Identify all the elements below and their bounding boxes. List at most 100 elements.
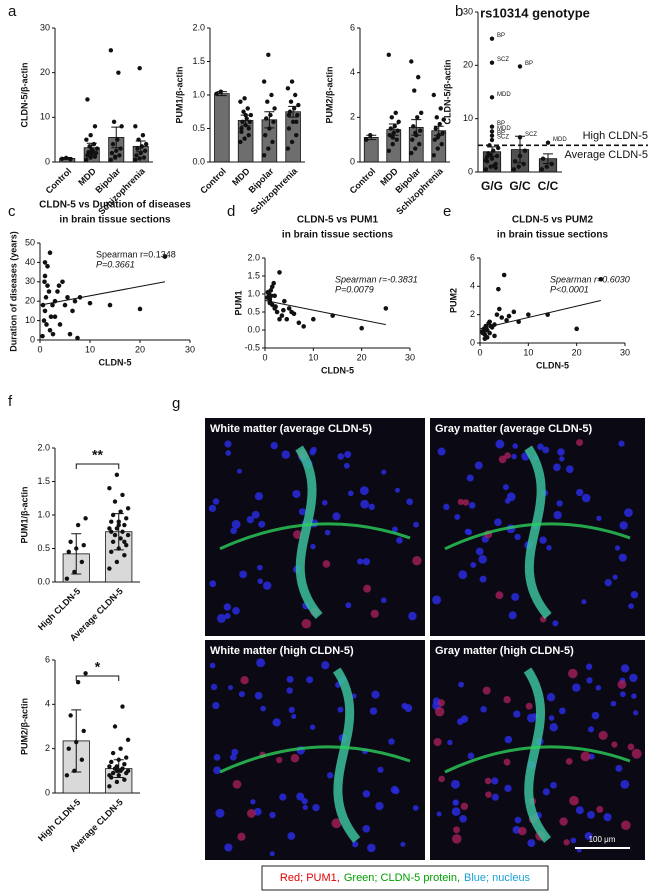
data-point (392, 124, 397, 129)
data-point (136, 137, 141, 142)
data-point (68, 713, 73, 718)
data-point (43, 295, 49, 300)
data-point (111, 119, 117, 125)
nucleus (413, 521, 419, 528)
image-grid: White matter (average CLDN-5) Gray matter… (205, 418, 645, 860)
nucleus (549, 723, 558, 732)
data-point (386, 148, 391, 154)
data-point (491, 148, 496, 153)
nucleus (254, 492, 263, 501)
pum1-signal (301, 618, 312, 629)
data-point (72, 768, 77, 774)
nucleus (504, 735, 513, 744)
nucleus (321, 661, 330, 670)
nucleus (504, 784, 512, 793)
point-label: SCZ (525, 132, 537, 138)
nucleus (553, 463, 561, 472)
y-tick-label: 0.5 (37, 543, 50, 553)
nucleus (437, 447, 446, 456)
data-point (41, 318, 47, 323)
nucleus (584, 832, 593, 840)
data-point (265, 99, 270, 104)
nucleus (443, 503, 450, 511)
y-tick-label: 1.5 (37, 476, 50, 486)
nucleus (296, 792, 305, 801)
data-point (261, 79, 267, 84)
data-point (291, 311, 297, 317)
pum1-signal (559, 817, 568, 826)
nucleus (454, 513, 461, 520)
nucleus (362, 824, 371, 833)
data-point (45, 263, 50, 269)
nucleus (559, 456, 565, 462)
data-point (492, 333, 497, 339)
data-point (271, 119, 276, 125)
data-point (489, 124, 495, 129)
nucleus (287, 832, 296, 840)
vessel (295, 445, 323, 619)
x-tick-label: 10 (308, 352, 318, 362)
data-point (511, 309, 517, 315)
pum1-signal (322, 560, 331, 568)
data-point (311, 316, 316, 322)
bar (285, 111, 301, 163)
nucleus (253, 807, 262, 816)
chart-title: in brain tissue sections (59, 215, 171, 226)
data-point (285, 86, 291, 91)
data-point (386, 52, 391, 57)
pum1-signal (617, 680, 627, 689)
data-point (118, 146, 123, 151)
data-point (517, 153, 523, 159)
stat-annotation: Spearman r=0.6030 (550, 274, 630, 284)
y-tick-label: 0.0 (37, 576, 50, 586)
data-point (522, 148, 528, 153)
data-point (79, 757, 85, 762)
y-axis-label: PUM1/β-actin (174, 66, 184, 123)
nucleus (565, 465, 574, 474)
nucleus (400, 841, 406, 847)
legend-entry: Red; PUM1, (280, 872, 340, 884)
nucleus (337, 453, 345, 460)
data-point (107, 566, 112, 571)
y-tick-label: 50 (25, 237, 35, 247)
significance: ** (92, 447, 103, 463)
data-point (68, 157, 73, 162)
pum1-signal (518, 826, 527, 836)
data-point (118, 746, 123, 751)
nucleus (479, 575, 487, 583)
nucleus (302, 804, 308, 810)
data-point (419, 110, 424, 116)
nucleus (332, 512, 341, 521)
data-point (42, 273, 48, 279)
y-tick-label: 10 (25, 315, 35, 325)
data-point (239, 126, 244, 131)
data-point (435, 135, 440, 140)
x-tick-label: Control (348, 166, 378, 196)
nucleus (269, 811, 276, 819)
data-point (286, 112, 292, 118)
pum1-signal (598, 730, 608, 740)
nucleus (514, 533, 521, 541)
data-point (238, 99, 243, 104)
y-tick-label: 1.0 (247, 288, 260, 298)
data-point (293, 92, 298, 98)
data-point (494, 153, 500, 159)
y-tick-label: 0 (30, 334, 35, 344)
x-axis-label: CLDN-5 (536, 360, 569, 370)
nucleus (591, 711, 600, 720)
data-point (92, 154, 98, 159)
x-tick-label: 10 (85, 344, 95, 354)
x-tick-label: 0 (477, 347, 482, 357)
data-point (63, 155, 69, 161)
data-point (116, 546, 121, 551)
nucleus (558, 707, 566, 715)
data-point (137, 66, 142, 71)
nucleus (251, 510, 260, 519)
vessel (219, 522, 411, 551)
data-point (81, 728, 86, 734)
data-point (268, 293, 274, 299)
image-title: White matter (high CLDN-5) (210, 645, 354, 657)
data-point (540, 156, 546, 161)
nucleus (359, 486, 369, 496)
